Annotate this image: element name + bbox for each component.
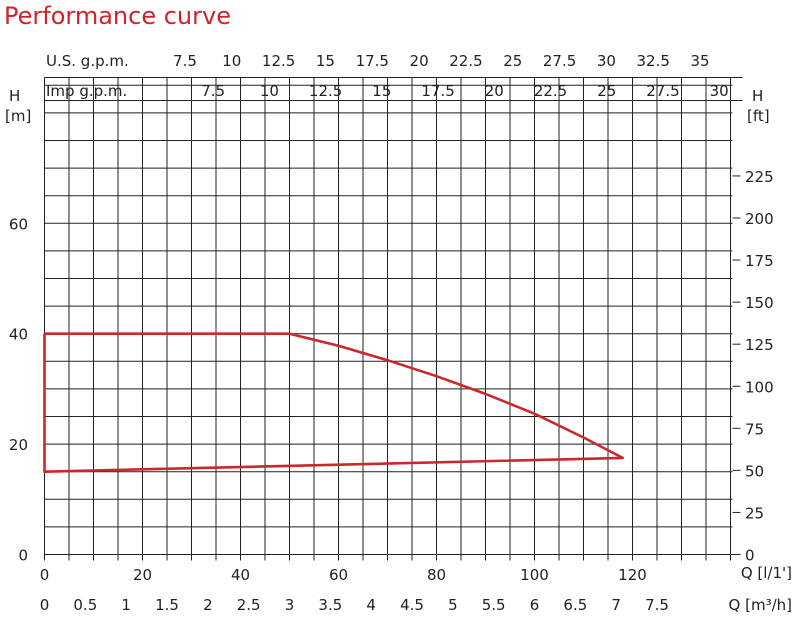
top-impgpm-tick-label: 12.5 [309,82,342,100]
left-tick-label: 20 [9,436,28,454]
right-tick-label: 50 [745,462,764,480]
bottom-m3h-tick-label: 1.5 [155,596,179,614]
grid [44,77,743,561]
top-impgpm-tick-label: 10 [260,82,279,100]
bottom-m3h-tick-label: 3.5 [318,596,342,614]
top-usgpm-axis-label: U.S. g.p.m. [46,52,129,70]
top-usgpm-tick-label: 22.5 [449,52,482,70]
right-tick-label: 200 [745,210,774,228]
bottom-m3h-tick-label: 5.5 [482,596,506,614]
bottom-lpm-axis-label: Q [l/1'] [741,564,792,582]
bottom-lpm-tick-label: 120 [618,566,647,584]
right-tick-label: 175 [745,252,774,270]
right-tick-label: 150 [745,294,774,312]
top-usgpm-tick-label: 10 [222,52,241,70]
bottom-m3h-tick-label: 7.5 [645,596,669,614]
bottom-lpm-tick-label: 80 [427,566,446,584]
top-usgpm-tick-label: 35 [691,52,710,70]
right-axis-label-h: H [752,87,763,105]
bottom-m3h-tick-label: 4.5 [400,596,424,614]
bottom-m3h-tick-label: 2 [203,596,213,614]
bottom-m3h-tick-label: 0.5 [73,596,97,614]
right-tick-label: 25 [745,504,764,522]
right-tick-label: 75 [745,420,764,438]
bottom-m3h-tick-label: 4 [366,596,376,614]
bottom-m3h-tick-label: 1 [121,596,131,614]
bottom-m3h-tick-label: 6 [530,596,540,614]
top-usgpm-tick-label: 32.5 [637,52,670,70]
top-impgpm-tick-label: 30 [710,82,729,100]
top-impgpm-tick-label: 25 [597,82,616,100]
right-tick-label: 0 [745,547,755,565]
bottom-m3h-tick-label: 7 [611,596,621,614]
bottom-m3h-tick-label: 0 [40,596,50,614]
left-tick-label: 0 [18,547,28,565]
left-axis-label-h: H [9,87,20,105]
top-impgpm-tick-label: 27.5 [646,82,679,100]
left-axis-label-unit: [m] [5,107,31,125]
bottom-m3h-tick-label: 3 [285,596,295,614]
top-impgpm-tick-label: 17.5 [421,82,454,100]
top-usgpm-tick-label: 7.5 [173,52,197,70]
top-usgpm-tick-label: 25 [503,52,522,70]
right-tick-label: 125 [745,336,774,354]
top-impgpm-tick-label: 15 [372,82,391,100]
bottom-lpm-tick-label: 40 [231,566,250,584]
right-tick-label: 225 [745,168,774,186]
top-usgpm-tick-label: 20 [410,52,429,70]
bottom-lpm-tick-label: 20 [133,566,152,584]
top-impgpm-tick-label: 22.5 [534,82,567,100]
top-impgpm-tick-label: 7.5 [201,82,225,100]
bottom-lpm-tick-label: 100 [520,566,549,584]
top-usgpm-tick-label: 12.5 [262,52,295,70]
bottom-lpm-tick-label: 60 [329,566,348,584]
right-tick-label: 100 [745,378,774,396]
top-usgpm-tick-label: 15 [316,52,335,70]
top-impgpm-axis-label: Imp g.p.m. [46,82,127,100]
bottom-m3h-axis-label: Q [m³/h] [729,596,792,614]
performance-curve-line [43,332,625,474]
top-impgpm-tick-label: 20 [485,82,504,100]
top-usgpm-tick-label: 17.5 [356,52,389,70]
right-axis-label-unit: [ft] [747,107,770,125]
left-tick-label: 40 [9,326,28,344]
top-usgpm-tick-label: 30 [597,52,616,70]
top-usgpm-tick-label: 27.5 [543,52,576,70]
axis-labels: H[m]0204060H[ft]025507510012515017520022… [5,52,792,614]
left-tick-label: 60 [9,215,28,233]
chart-title: Performance curve [4,2,231,30]
bottom-lpm-tick-label: 0 [40,566,50,584]
bottom-m3h-tick-label: 5 [448,596,458,614]
curve-layer [43,332,625,474]
bottom-m3h-tick-label: 6.5 [563,596,587,614]
bottom-m3h-tick-label: 2.5 [237,596,261,614]
